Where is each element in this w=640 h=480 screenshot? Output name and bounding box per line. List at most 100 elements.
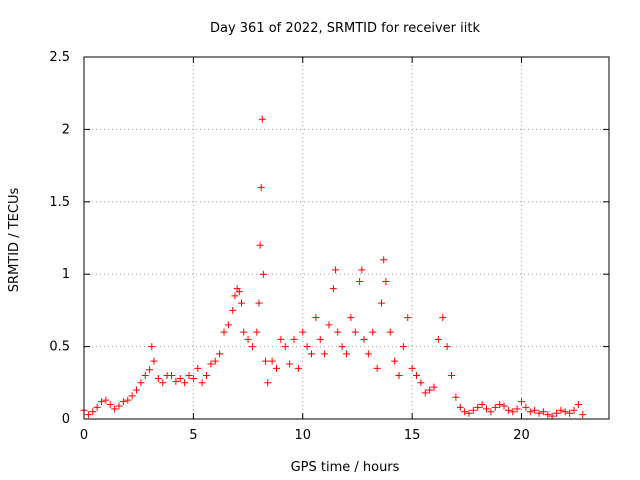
data-point xyxy=(253,328,261,336)
data-point xyxy=(553,409,560,417)
data-point xyxy=(325,321,333,329)
data-point xyxy=(356,277,364,285)
data-point xyxy=(150,357,158,365)
data-point xyxy=(308,350,315,358)
data-point xyxy=(248,343,256,351)
data-point xyxy=(513,405,521,413)
data-point xyxy=(137,379,145,387)
data-point xyxy=(290,335,298,343)
data-point xyxy=(465,409,473,417)
data-point xyxy=(268,357,276,365)
data-point xyxy=(500,402,508,410)
data-point xyxy=(255,299,263,307)
data-point xyxy=(509,408,517,416)
data-point xyxy=(207,360,215,368)
data-point xyxy=(570,406,578,414)
x-tick-label: 10 xyxy=(294,428,311,443)
data-point xyxy=(487,408,495,416)
data-point xyxy=(198,379,206,387)
data-point xyxy=(146,366,154,374)
data-point xyxy=(413,372,420,380)
data-point xyxy=(334,328,342,336)
data-point xyxy=(531,406,539,414)
y-tick-label: 2 xyxy=(62,122,70,137)
data-point xyxy=(106,401,114,409)
data-point xyxy=(456,403,464,411)
x-tick-label: 15 xyxy=(404,428,421,443)
data-point xyxy=(154,374,162,382)
data-point xyxy=(347,314,355,322)
data-point xyxy=(231,292,239,300)
x-tick-label: 20 xyxy=(513,428,530,443)
data-point xyxy=(294,364,302,372)
data-point xyxy=(351,328,359,336)
data-point xyxy=(391,357,399,365)
data-point xyxy=(286,360,294,368)
data-point xyxy=(329,285,337,293)
y-tick-label: 0.5 xyxy=(49,340,70,355)
data-point xyxy=(417,379,425,387)
data-point xyxy=(574,401,582,409)
data-point xyxy=(369,328,377,336)
data-point xyxy=(434,335,442,343)
data-point xyxy=(452,393,460,401)
data-point xyxy=(439,314,447,322)
data-point xyxy=(185,372,193,380)
data-point xyxy=(316,335,324,343)
data-point xyxy=(404,314,412,322)
y-axis-label: SRMTID / TECUs xyxy=(7,188,22,293)
data-point xyxy=(159,379,167,387)
data-point xyxy=(338,343,346,351)
data-point xyxy=(216,350,224,358)
y-tick-label: 0 xyxy=(62,412,70,427)
data-point xyxy=(124,396,132,404)
data-point xyxy=(277,335,285,343)
data-point xyxy=(386,328,394,336)
data-point xyxy=(421,389,429,397)
data-point xyxy=(557,406,565,414)
data-point xyxy=(566,409,574,417)
data-point xyxy=(194,364,202,372)
data-point xyxy=(382,277,390,285)
data-point xyxy=(312,314,320,322)
data-point xyxy=(273,364,280,372)
data-point xyxy=(176,374,184,382)
data-point xyxy=(526,408,534,416)
data-point xyxy=(220,328,228,336)
data-point xyxy=(258,115,266,123)
data-point xyxy=(408,364,416,372)
data-point xyxy=(380,256,388,264)
data-point xyxy=(474,403,482,411)
x-axis-label: GPS time / hours xyxy=(291,460,400,475)
data-point xyxy=(535,409,543,417)
data-point xyxy=(224,321,232,329)
chart-title: Day 361 of 2022, SRMTID for receiver iit… xyxy=(210,21,480,36)
data-point xyxy=(548,412,556,420)
data-point xyxy=(522,403,530,411)
data-point xyxy=(518,398,525,406)
data-point xyxy=(98,398,105,406)
x-tick-label: 0 xyxy=(80,428,88,443)
data-point xyxy=(133,386,140,394)
data-point xyxy=(373,364,381,372)
data-point xyxy=(360,335,368,343)
data-point xyxy=(115,402,123,410)
data-point xyxy=(229,306,237,314)
data-point xyxy=(259,270,267,278)
data-point xyxy=(469,406,477,414)
data-point xyxy=(491,403,499,411)
data-point xyxy=(483,405,490,413)
data-point xyxy=(119,398,127,406)
grid xyxy=(84,57,609,419)
data-point xyxy=(141,372,149,380)
axis-ticks: 0 5 10 15 20 0 0.5 1 1.5 2 2.5 xyxy=(49,50,609,443)
data-point xyxy=(264,379,272,387)
data-point xyxy=(478,401,486,409)
data-point xyxy=(539,408,547,416)
x-tick-label: 5 xyxy=(189,428,197,443)
data-point xyxy=(395,372,403,380)
data-point xyxy=(443,343,451,351)
data-point xyxy=(128,392,136,400)
data-point xyxy=(321,350,329,358)
